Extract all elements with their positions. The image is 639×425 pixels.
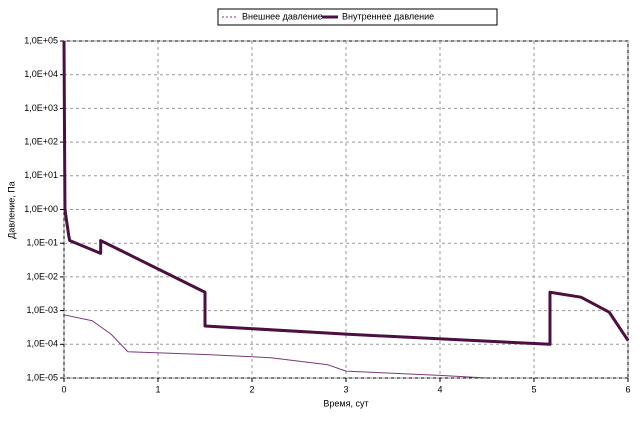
series-line [63,314,488,379]
y-axis-label: Давление, Па [6,181,16,238]
x-tick-label: 6 [625,384,630,394]
legend-label: Внешнее давление [242,11,323,21]
y-tick-label: 1,0E+00 [24,204,58,214]
y-tick-label: 1,0E+04 [24,69,58,79]
x-tick-label: 4 [437,384,442,394]
x-tick-label: 3 [343,384,348,394]
y-tick-label: 1,0E-05 [26,372,58,382]
y-tick-label: 1,0E+02 [24,136,58,146]
y-tick-label: 1,0E-02 [26,271,58,281]
y-tick-label: 1,0E+03 [24,103,58,113]
x-tick-label: 0 [61,384,66,394]
y-tick-label: 1,0E-04 [26,339,58,349]
series-line [62,40,630,346]
y-tick-label: 1,0E-01 [26,238,58,248]
legend-label: Внутреннее давление [342,11,434,21]
legend-box [217,8,498,26]
x-tick-label: 1 [155,384,160,394]
x-axis-label: Время, сут [323,398,368,408]
x-tick-label: 5 [531,384,536,394]
y-tick-label: 1,0E+01 [24,170,58,180]
y-tick-label: 1,0E-03 [26,305,58,315]
y-tick-label: 1,0E+05 [24,35,58,45]
x-tick-label: 2 [249,384,254,394]
